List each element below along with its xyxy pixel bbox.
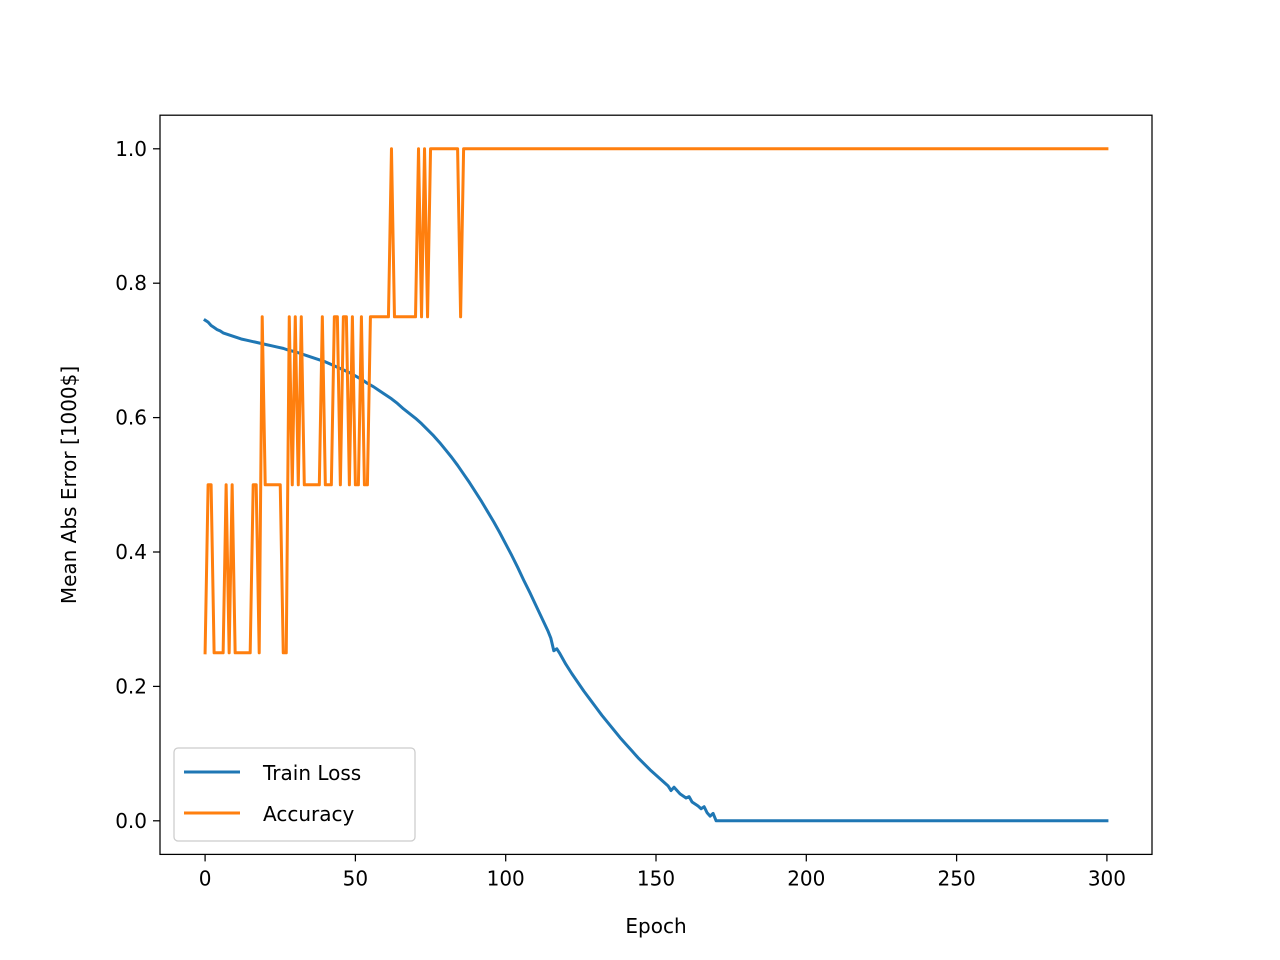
y-tick-label: 0.4 bbox=[115, 540, 147, 564]
y-tick-label: 1.0 bbox=[115, 137, 147, 161]
y-tick-label: 0.6 bbox=[115, 406, 147, 430]
x-tick-label: 200 bbox=[787, 866, 825, 890]
x-axis-title: Epoch bbox=[625, 914, 686, 938]
x-tick-label: 50 bbox=[343, 866, 368, 890]
legend-label-train-loss: Train Loss bbox=[262, 761, 361, 785]
x-tick-label: 250 bbox=[938, 866, 976, 890]
series-line-train-loss bbox=[203, 318, 1109, 823]
x-axis: 0 50 100 150 200 250 300 bbox=[199, 854, 1126, 890]
legend: Train Loss Accuracy bbox=[173, 747, 416, 842]
y-tick-label: 0.2 bbox=[115, 674, 147, 698]
x-tick-label: 300 bbox=[1088, 866, 1126, 890]
series-layer bbox=[203, 147, 1109, 823]
y-tick-label: 0.8 bbox=[115, 271, 147, 295]
series-line-accuracy bbox=[203, 147, 1109, 655]
x-tick-label: 0 bbox=[199, 866, 212, 890]
y-axis-title: Mean Abs Error [1000$] bbox=[57, 366, 81, 604]
legend-label-accuracy: Accuracy bbox=[263, 802, 354, 826]
y-axis: 0.0 0.2 0.4 0.6 0.8 1.0 bbox=[115, 137, 160, 833]
y-tick-label: 0.0 bbox=[115, 809, 147, 833]
x-tick-label: 150 bbox=[637, 866, 675, 890]
x-tick-label: 100 bbox=[487, 866, 525, 890]
